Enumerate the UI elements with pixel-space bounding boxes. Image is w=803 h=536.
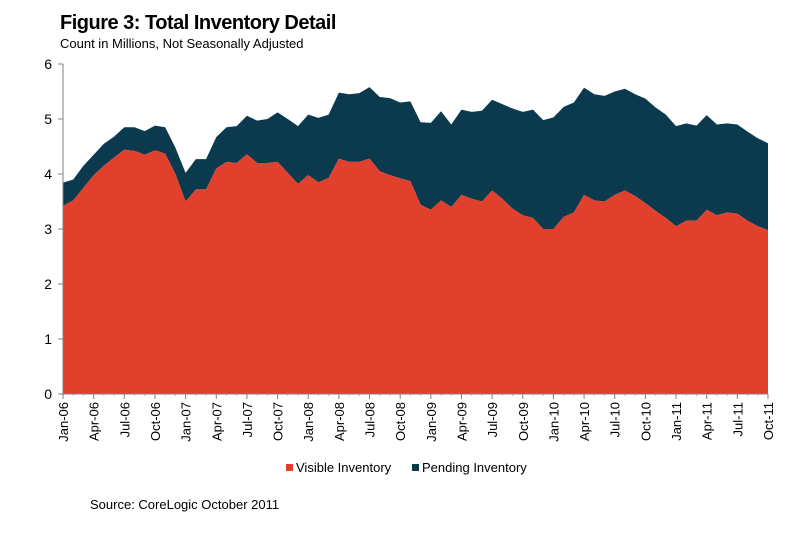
y-axis-ticks: 0 1 2 3 4 5 6 [44, 56, 63, 402]
x-tick-label: Jan-06 [56, 402, 71, 442]
x-tick-label: Jan-08 [301, 402, 316, 442]
legend-label-pending: Pending Inventory [422, 460, 527, 475]
y-tick-label: 4 [44, 166, 52, 182]
chart-title: Figure 3: Total Inventory Detail [60, 12, 336, 34]
x-tick-label: Jan-07 [179, 402, 194, 442]
y-tick-label: 5 [44, 111, 52, 127]
x-tick-label: Oct-09 [516, 402, 531, 441]
x-tick-label: Apr-07 [209, 402, 224, 441]
x-tick-label: Jul-09 [485, 402, 500, 437]
x-tick-label: Jul-06 [117, 402, 132, 437]
x-tick-label: Jul-11 [730, 402, 745, 436]
y-tick-label: 1 [44, 331, 52, 347]
y-tick-label: 0 [44, 386, 52, 402]
x-tick-label: Apr-11 [700, 402, 715, 440]
x-axis-ticks: Jan-06 Apr-06 Jul-06 Oct-06 Jan-07 Apr-07 Jul-… [56, 394, 776, 442]
x-tick-label: Jul-10 [608, 402, 623, 437]
x-tick-label: Oct-08 [393, 402, 408, 441]
x-tick-label: Oct-06 [148, 402, 163, 441]
x-tick-label: Jan-10 [546, 402, 561, 442]
x-tick-label: Jul-08 [363, 402, 378, 437]
x-tick-label: Apr-09 [454, 402, 469, 441]
legend-swatch-visible [286, 464, 293, 471]
y-tick-label: 3 [44, 221, 52, 237]
area-pending-inventory [63, 87, 768, 231]
legend-label-visible: Visible Inventory [296, 460, 392, 475]
x-tick-label: Apr-08 [332, 402, 347, 441]
x-tick-label: Jan-11 [669, 402, 684, 441]
x-tick-label: Oct-10 [638, 402, 653, 441]
area-series-group [63, 87, 768, 394]
legend-swatch-pending [412, 464, 419, 471]
x-tick-label: Jan-09 [424, 402, 439, 442]
y-tick-label: 6 [44, 56, 52, 72]
legend: Visible Inventory Pending Inventory [286, 460, 527, 475]
area-visible-inventory [63, 149, 768, 394]
x-tick-label: Apr-10 [577, 402, 592, 441]
x-tick-label: Apr-06 [87, 402, 102, 441]
x-tick-label: Jul-07 [240, 402, 255, 437]
source-note: Source: CoreLogic October 2011 [90, 497, 280, 512]
y-tick-label: 2 [44, 276, 52, 292]
chart-subtitle: Count in Millions, Not Seasonally Adjust… [60, 36, 304, 51]
x-tick-label: Oct-07 [271, 402, 286, 441]
x-tick-label: Oct-11 [761, 402, 776, 440]
